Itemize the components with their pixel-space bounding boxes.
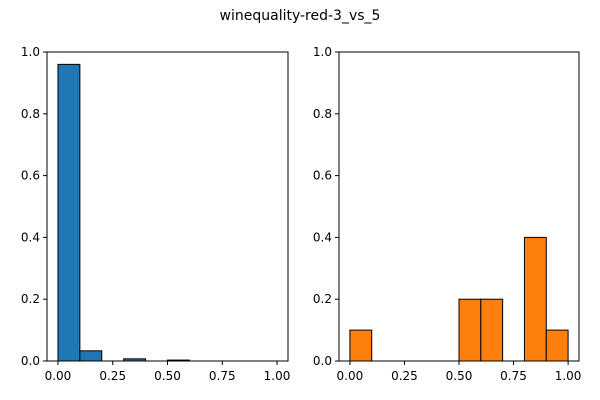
y-tick-label: 0.6 [313, 169, 332, 183]
histogram-bar [545, 329, 569, 362]
y-tick-label: 0.0 [21, 354, 40, 368]
histogram-bar [458, 298, 482, 362]
y-tick-label: 0.4 [313, 230, 332, 244]
histogram-bar [57, 63, 81, 362]
y-tick-label: 0.2 [313, 292, 332, 306]
y-tick-label: 1.0 [313, 45, 332, 59]
right-histogram: 0.0 0.2 0.4 0.6 0.8 1.0 0.00 0.25 0.50 0.75 1.00 [313, 45, 582, 383]
y-tick-label: 1.0 [21, 45, 40, 59]
x-tick-label: 0.25 [391, 369, 418, 383]
y-tick-label: 0.0 [313, 354, 332, 368]
x-tick-label: 1.00 [555, 369, 582, 383]
y-tick-label: 0.2 [21, 292, 40, 306]
x-tick-label: 0.25 [99, 369, 126, 383]
histogram-bar [79, 350, 103, 362]
y-tick-label: 0.6 [21, 169, 40, 183]
histogram-bar [523, 236, 547, 362]
axes-frame [46, 51, 289, 362]
y-tick-label: 0.8 [21, 107, 40, 121]
x-tick-label: 1.00 [264, 369, 291, 383]
x-tick-label: 0.00 [45, 369, 72, 383]
x-tick-label: 0.00 [337, 369, 364, 383]
x-tick-label: 0.50 [446, 369, 473, 383]
figure-title: winequality-red-3_vs_5 [220, 8, 381, 24]
histogram-bar [480, 298, 504, 362]
x-tick-label: 0.75 [500, 369, 527, 383]
left-histogram: 0.0 0.2 0.4 0.6 0.8 1.0 0.00 0.25 0.50 0.75 1.00 [21, 45, 290, 383]
histogram-bar [349, 329, 373, 362]
x-tick-label: 0.50 [154, 369, 181, 383]
x-tick-label: 0.75 [209, 369, 236, 383]
y-tick-label: 0.8 [313, 107, 332, 121]
y-tick-label: 0.4 [21, 230, 40, 244]
